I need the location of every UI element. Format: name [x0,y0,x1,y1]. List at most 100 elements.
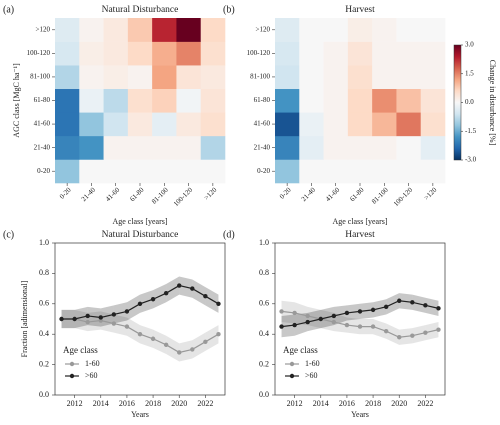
data-point [150,336,156,341]
chart-title: Natural Disturbance [102,230,179,240]
heat-cell [396,41,422,66]
heat-cell [152,135,177,160]
legend-marker [69,361,75,367]
data-point [357,309,363,314]
x-tick-label: 2018 [145,399,161,408]
heat-cell [127,112,153,137]
heat-cell [347,65,373,90]
heat-cell [55,65,80,90]
heat-cell [200,18,226,42]
y-tick-label: 61-80 [254,96,271,104]
plot-frame [274,242,446,396]
data-point [177,283,182,288]
heat-cell [127,65,153,90]
y-tick-label: >120 [36,25,51,33]
legend-label: >60 [305,371,318,380]
x-tick-label: 0-20 [278,186,293,201]
plot-frame [54,242,226,396]
data-point [190,347,195,352]
x-tick-label: 2020 [171,399,187,408]
x-tick-label: 2014 [313,399,329,408]
colorbar-tick-label: -1.5 [465,127,477,135]
data-point [85,313,90,319]
heat-cell [127,41,153,66]
heat-cell [103,88,129,113]
panel-label: (b) [223,4,235,15]
x-tick-label: 2016 [119,399,135,408]
heat-cell [372,65,397,90]
heat-cell [176,65,202,90]
heat-cell [275,135,300,160]
heat-cell [420,18,446,42]
y-tick-label: 41-60 [254,120,271,128]
data-point [124,324,130,329]
x-tick-label: 81-100 [370,186,390,206]
data-point [59,316,64,322]
chart-title: Harvest [345,5,375,15]
colorbar [453,44,462,161]
y-tick-label: 0.6 [259,299,269,308]
x-tick-label: 21-40 [300,186,318,204]
heat-cell [275,112,300,137]
data-point [397,335,402,340]
heat-cell [396,88,422,113]
y-tick-label: 0.6 [39,299,49,308]
data-point [111,312,117,317]
y-tick-label: 41-60 [34,120,51,128]
heat-cell [176,135,202,160]
heat-cell [79,88,104,113]
data-point [305,319,310,325]
panel-label: (c) [3,229,14,240]
x-tick-label: 61-80 [128,186,146,204]
heat-cell [372,41,397,66]
legend-label: >60 [85,371,98,380]
heat-cell [152,41,177,66]
x-tick-label: 41-60 [324,186,342,204]
data-point [85,319,90,325]
heat-cell [347,18,373,42]
legend-label: 1-60 [305,359,320,368]
colorbar-label: Change in disturbance [%] [488,60,497,146]
heat-cell [152,65,177,90]
heat-cell [200,159,226,184]
heat-cell [347,88,373,113]
y-tick-label: 1.0 [39,238,49,247]
y-tick-label: 61-80 [34,96,51,104]
panel-label: (a) [3,4,14,15]
y-tick-label: 0-20 [37,167,50,175]
x-tick-label: 2012 [67,399,83,408]
heat-cell [103,41,129,66]
heat-cell [323,135,349,160]
heat-cell [55,88,80,113]
heat-cell [55,112,80,137]
heat-cell [79,65,104,90]
heat-cell [55,159,80,184]
legend-marker [69,373,75,379]
heat-cell [275,18,300,42]
y-tick-label: 0.0 [259,390,269,399]
x-tick-label: 2022 [417,399,433,408]
heat-cell [152,112,177,137]
x-tick-label: 61-80 [348,186,366,204]
heat-cell [152,18,177,42]
data-point [203,339,208,344]
heat-cell [347,112,373,137]
legend-title: Age class [63,345,98,355]
heat-cell [127,159,153,184]
heat-cell [275,41,300,66]
colorbar-tick-label: 1.5 [465,69,474,77]
heat-cell [323,88,349,113]
colorbar-tick-label: -3.0 [465,156,477,164]
heat-cell [372,112,397,137]
y-tick-label: 21-40 [254,143,271,151]
chart-title: Natural Disturbance [102,5,179,15]
data-point [177,350,182,355]
heat-cell [152,88,177,113]
heat-cell [176,18,202,42]
data-point [163,342,169,348]
x-axis-label: Years [131,410,149,419]
heat-cell [396,159,422,184]
heat-cell [323,159,349,184]
heat-cell [299,135,324,160]
heat-cell [127,18,153,42]
